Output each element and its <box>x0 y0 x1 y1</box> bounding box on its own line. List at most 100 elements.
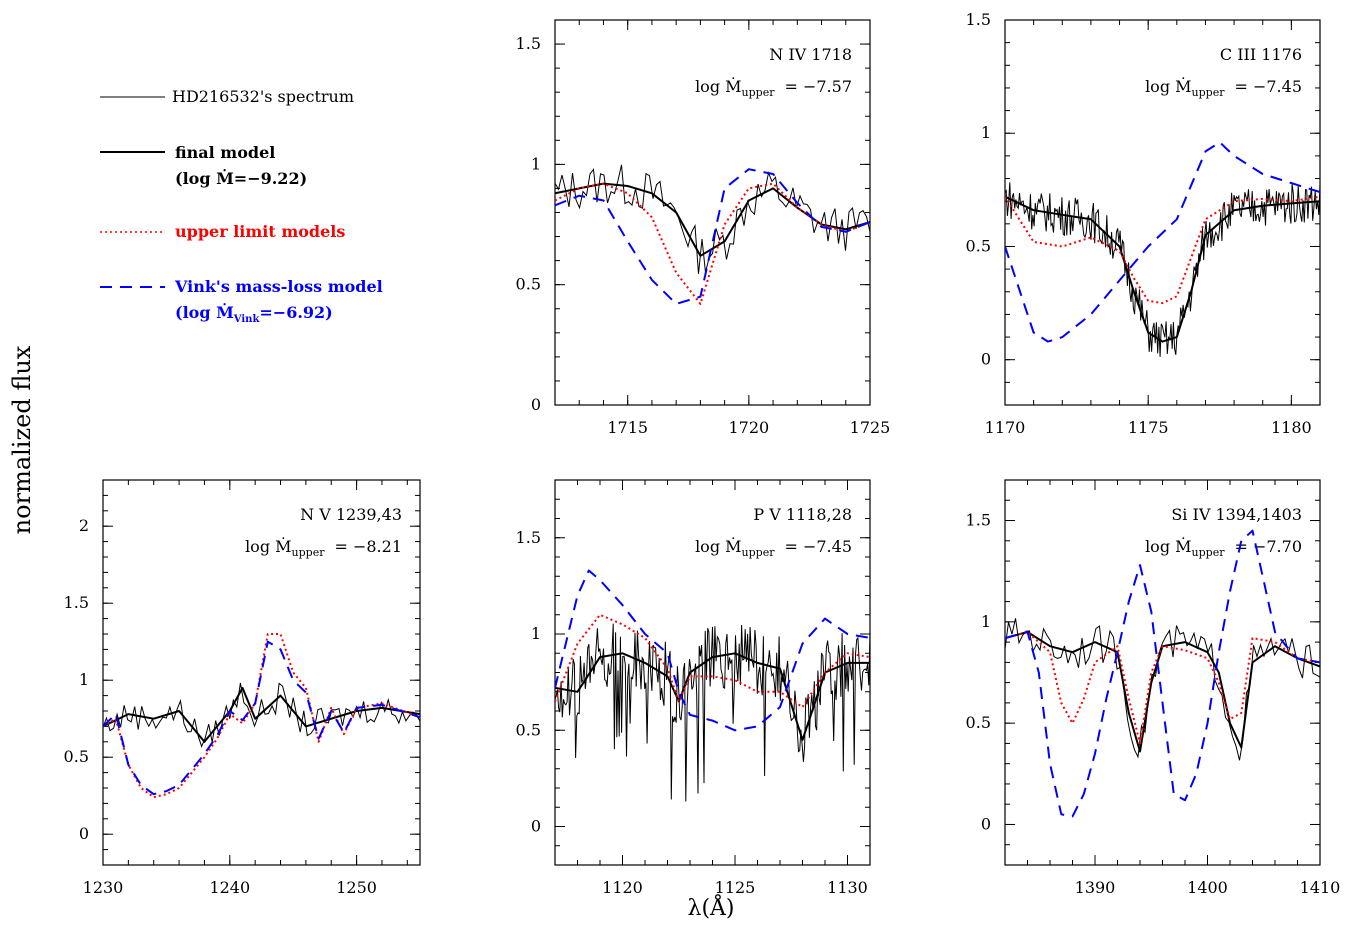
annotation-subscript: upper <box>292 546 326 559</box>
annotation-prefix: log Ṁ <box>1145 536 1191 556</box>
series-upper <box>103 633 420 799</box>
y-tick-label: 2 <box>79 516 89 535</box>
panel-annotation: log Ṁupper = −7.45 <box>1145 76 1302 99</box>
y-tick-label: 0.5 <box>516 275 541 294</box>
y-tick-label: 0 <box>981 814 991 833</box>
panel-frame <box>102 479 421 866</box>
series-observed-spectrum <box>1005 182 1320 357</box>
legend: HD216532's spectrum final model (log Ṁ=−… <box>100 87 383 325</box>
legend-vink-sub-pre: (log Ṁ <box>175 302 234 322</box>
annotation-value: = −7.70 <box>1234 537 1302 556</box>
y-tick-label: 0.5 <box>966 713 991 732</box>
y-tick-label: 0.5 <box>966 236 991 255</box>
y-tick-label: 0 <box>531 817 541 836</box>
panel-annotation: log Ṁupper = −7.57 <box>695 76 852 99</box>
legend-vink-sub-post: =−6.92) <box>259 303 332 322</box>
y-tick-label: 1.5 <box>516 34 541 53</box>
annotation-prefix: log Ṁ <box>245 536 291 556</box>
annotation-prefix: log Ṁ <box>1145 76 1191 96</box>
y-tick-label: 1.5 <box>516 528 541 547</box>
y-axis-label: normalized flux <box>8 345 36 534</box>
x-tick-label: 1170 <box>985 418 1026 437</box>
x-tick-label: 1725 <box>850 418 891 437</box>
legend-vink-sub-subscript: Vink <box>233 314 261 325</box>
x-tick-label: 1410 <box>1300 878 1341 897</box>
y-tick-label: 1 <box>79 670 89 689</box>
x-tick-label: 1120 <box>602 878 643 897</box>
y-tick-label: 1 <box>531 154 541 173</box>
x-tick-label: 1130 <box>827 878 868 897</box>
x-tick-label: 1230 <box>83 878 124 897</box>
series-upper <box>555 182 870 305</box>
y-tick-label: 1.5 <box>64 593 89 612</box>
series-observed-spectrum <box>555 623 870 802</box>
y-tick-label: 0 <box>981 350 991 369</box>
series-upper <box>555 613 870 709</box>
panel-annotation: log Ṁupper = −7.45 <box>695 536 852 559</box>
annotation-prefix: log Ṁ <box>695 76 741 96</box>
y-tick-label: 1 <box>981 123 991 142</box>
x-tick-label: 1250 <box>336 878 377 897</box>
x-tick-label: 1720 <box>728 418 769 437</box>
x-tick-label: 1715 <box>607 418 648 437</box>
y-tick-label: 1 <box>981 612 991 631</box>
panel-annotation: log Ṁupper = −7.70 <box>1145 536 1302 559</box>
annotation-value: = −7.45 <box>784 537 852 556</box>
legend-upper-label: upper limit models <box>175 222 345 241</box>
y-tick-label: 1.5 <box>966 10 991 29</box>
series-vink <box>1005 141 1320 343</box>
series-vink <box>555 569 870 732</box>
y-tick-label: 1.5 <box>966 511 991 530</box>
panel-5: 1390 1400 1410 0 0.5 1 1.5 Si IV 1394,1403 log Ṁ… <box>966 479 1341 897</box>
y-tick-label: 1 <box>531 624 541 643</box>
legend-vink-label: Vink's mass-loss model <box>174 277 383 296</box>
legend-vink-sub: (log ṀVink=−6.92) <box>175 302 333 325</box>
series-observed-spectrum <box>1005 618 1320 761</box>
panel-frame <box>1004 19 1321 406</box>
series-vink <box>1005 529 1320 818</box>
series-final <box>103 686 420 743</box>
y-tick-label: 0 <box>531 395 541 414</box>
series-upper <box>1005 195 1320 305</box>
series-final <box>555 652 870 741</box>
plot-area <box>1005 529 1320 818</box>
panel-3: 1230 1240 1250 0 0.5 1 1.5 2 N V 1239,43 log Ṁupp… <box>64 479 421 897</box>
x-tick-label: 1180 <box>1271 418 1312 437</box>
plot-area <box>1005 141 1320 357</box>
panel-title: N IV 1718 <box>769 45 852 64</box>
series-vink <box>555 168 870 305</box>
y-tick-label: 0.5 <box>516 720 541 739</box>
plot-area <box>555 164 870 305</box>
y-tick-label: 0 <box>79 824 89 843</box>
x-tick-label: 1125 <box>715 878 756 897</box>
series-upper <box>1005 631 1320 745</box>
annotation-subscript: upper <box>1192 86 1226 99</box>
x-tick-label: 1175 <box>1128 418 1169 437</box>
legend-final-label: final model <box>175 143 275 162</box>
panel-4: 1120 1125 1130 0 0.5 1 1.5 P V 1118,28 log Ṁuppe… <box>516 479 871 897</box>
series-final <box>1005 195 1320 343</box>
series-observed-spectrum <box>103 682 420 748</box>
annotation-prefix: log Ṁ <box>695 536 741 556</box>
y-tick-label: 0.5 <box>64 747 89 766</box>
panel-title: C III 1176 <box>1220 45 1302 64</box>
x-axis-label: λ(Å) <box>688 893 735 921</box>
annotation-value: = −7.57 <box>784 77 852 96</box>
legend-spectrum-label: HD216532's spectrum <box>172 87 354 106</box>
legend-final-sub: (log Ṁ=−9.22) <box>175 168 307 188</box>
x-tick-label: 1240 <box>209 878 250 897</box>
x-tick-label: 1390 <box>1075 878 1116 897</box>
x-tick-label: 1400 <box>1187 878 1228 897</box>
panel-2: 1170 1175 1180 0 0.5 1 1.5 C III 1176 log Ṁupper… <box>966 10 1321 437</box>
panel-title: Si IV 1394,1403 <box>1171 505 1302 524</box>
panel-title: N V 1239,43 <box>300 505 402 524</box>
plot-area <box>103 633 420 799</box>
series-vink <box>103 640 420 796</box>
annotation-subscript: upper <box>742 546 776 559</box>
annotation-subscript: upper <box>1192 546 1226 559</box>
annotation-value: = −8.21 <box>334 537 402 556</box>
panel-title: P V 1118,28 <box>753 505 852 524</box>
